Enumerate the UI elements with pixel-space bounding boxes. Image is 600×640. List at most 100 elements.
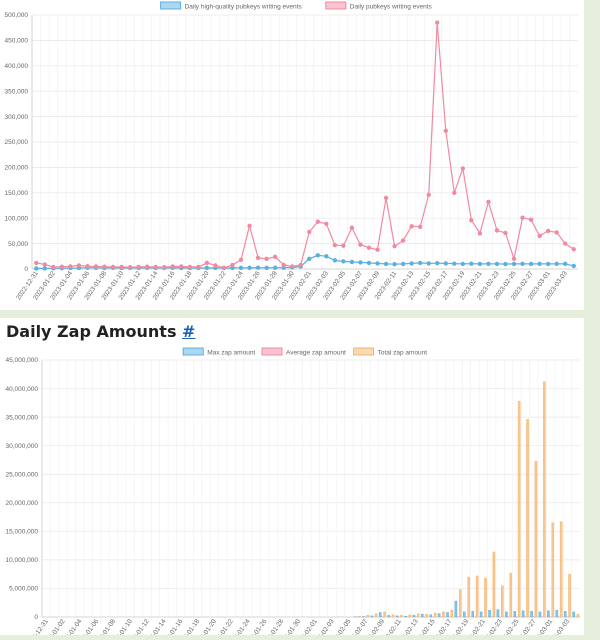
data-point[interactable] — [120, 265, 123, 268]
bar[interactable] — [379, 612, 381, 617]
data-point[interactable] — [137, 265, 140, 268]
data-point[interactable] — [256, 266, 259, 269]
data-point[interactable] — [470, 262, 473, 265]
data-point[interactable] — [401, 239, 404, 242]
data-point[interactable] — [436, 261, 439, 264]
bar[interactable] — [472, 611, 474, 617]
bar[interactable] — [384, 612, 386, 617]
bar[interactable] — [367, 615, 369, 617]
data-point[interactable] — [453, 262, 456, 265]
bar[interactable] — [463, 612, 465, 617]
data-point[interactable] — [529, 262, 532, 265]
bar[interactable] — [388, 615, 390, 617]
bar[interactable] — [442, 612, 444, 617]
bar[interactable] — [547, 611, 549, 617]
bar[interactable] — [375, 614, 377, 617]
data-point[interactable] — [239, 266, 242, 269]
data-point[interactable] — [384, 262, 387, 265]
data-point[interactable] — [495, 229, 498, 232]
data-point[interactable] — [418, 225, 421, 228]
zap-anchor-link[interactable]: # — [182, 322, 195, 341]
bar[interactable] — [480, 612, 482, 617]
data-point[interactable] — [564, 262, 567, 265]
data-point[interactable] — [43, 263, 46, 266]
data-point[interactable] — [197, 265, 200, 268]
data-point[interactable] — [444, 129, 447, 132]
data-point[interactable] — [350, 260, 353, 263]
data-point[interactable] — [35, 261, 38, 264]
bar[interactable] — [560, 522, 562, 617]
data-point[interactable] — [231, 263, 234, 266]
data-point[interactable] — [436, 21, 439, 24]
data-point[interactable] — [367, 246, 370, 249]
data-point[interactable] — [572, 264, 575, 267]
data-point[interactable] — [478, 262, 481, 265]
data-point[interactable] — [538, 262, 541, 265]
bar[interactable] — [459, 590, 461, 617]
data-point[interactable] — [69, 265, 72, 268]
bar[interactable] — [514, 611, 516, 617]
legend-item-1[interactable]: Daily pubkeys writing events — [326, 2, 433, 11]
data-point[interactable] — [154, 265, 157, 268]
data-point[interactable] — [308, 257, 311, 260]
data-point[interactable] — [308, 230, 311, 233]
legend-item-2[interactable]: Total zap amount — [354, 348, 428, 357]
data-point[interactable] — [163, 266, 166, 269]
data-point[interactable] — [564, 242, 567, 245]
data-point[interactable] — [86, 265, 89, 268]
legend-item-0[interactable]: Max zap amount — [183, 348, 255, 357]
data-point[interactable] — [77, 264, 80, 267]
data-point[interactable] — [273, 255, 276, 258]
data-point[interactable] — [316, 254, 319, 257]
bar[interactable] — [396, 616, 398, 617]
data-point[interactable] — [478, 232, 481, 235]
data-point[interactable] — [444, 262, 447, 265]
data-point[interactable] — [521, 262, 524, 265]
bar[interactable] — [430, 615, 432, 617]
data-point[interactable] — [555, 262, 558, 265]
data-point[interactable] — [393, 244, 396, 247]
bar[interactable] — [522, 611, 524, 617]
data-point[interactable] — [384, 196, 387, 199]
data-point[interactable] — [512, 262, 515, 265]
data-point[interactable] — [410, 225, 413, 228]
bar[interactable] — [539, 612, 541, 617]
bar[interactable] — [451, 610, 453, 617]
data-point[interactable] — [205, 266, 208, 269]
data-point[interactable] — [214, 264, 217, 267]
data-point[interactable] — [453, 191, 456, 194]
data-point[interactable] — [52, 265, 55, 268]
data-point[interactable] — [538, 234, 541, 237]
data-point[interactable] — [43, 267, 46, 270]
bar[interactable] — [493, 552, 495, 617]
data-point[interactable] — [572, 247, 575, 250]
data-point[interactable] — [60, 265, 63, 268]
bar[interactable] — [468, 577, 470, 617]
data-point[interactable] — [248, 266, 251, 269]
data-point[interactable] — [265, 266, 268, 269]
data-point[interactable] — [461, 167, 464, 170]
bar[interactable] — [543, 382, 545, 617]
data-point[interactable] — [282, 263, 285, 266]
bar[interactable] — [426, 614, 428, 617]
bar[interactable] — [526, 419, 528, 617]
data-point[interactable] — [145, 265, 148, 268]
bar[interactable] — [535, 461, 537, 617]
data-point[interactable] — [350, 226, 353, 229]
data-point[interactable] — [495, 262, 498, 265]
data-point[interactable] — [376, 248, 379, 251]
data-point[interactable] — [504, 262, 507, 265]
data-point[interactable] — [401, 262, 404, 265]
data-point[interactable] — [325, 222, 328, 225]
data-point[interactable] — [461, 262, 464, 265]
data-point[interactable] — [342, 260, 345, 263]
bar[interactable] — [510, 573, 512, 617]
data-point[interactable] — [427, 193, 430, 196]
bar[interactable] — [362, 616, 364, 617]
bar[interactable] — [501, 586, 503, 617]
data-point[interactable] — [427, 262, 430, 265]
bar[interactable] — [438, 614, 440, 617]
data-point[interactable] — [529, 218, 532, 221]
data-point[interactable] — [359, 261, 362, 264]
data-point[interactable] — [35, 267, 38, 270]
